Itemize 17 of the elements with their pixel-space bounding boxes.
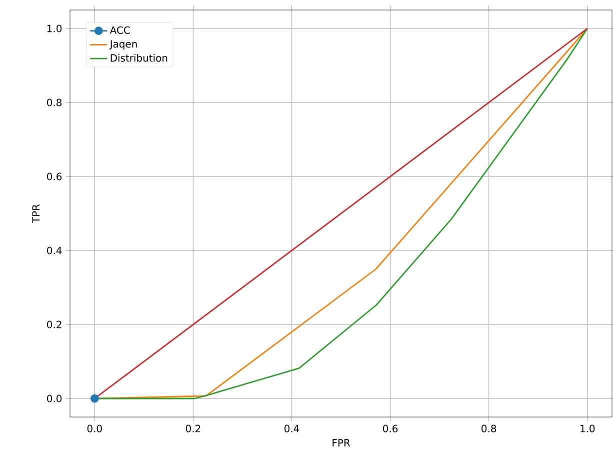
legend-label: Jaqen	[109, 40, 137, 50]
y-tick-label: 0.8	[47, 98, 62, 106]
y-tick-label: 0.2	[47, 320, 62, 328]
x-tick-label: 0.8	[482, 424, 496, 432]
x-axis-title: FPR	[332, 439, 350, 446]
legend-label: ACC	[110, 26, 130, 34]
x-tick-label: 0.6	[383, 424, 398, 432]
y-axis-title: TPR	[32, 204, 40, 224]
y-tick-label: 1.0	[47, 24, 62, 32]
x-tick-label: 0.0	[87, 424, 102, 432]
y-tick-label: 0.6	[47, 172, 62, 180]
legend-label: Distribution	[110, 54, 168, 62]
x-tick-label: 0.2	[186, 424, 200, 432]
y-tick-label: 0.0	[47, 394, 62, 402]
y-tick-label: 0.4	[47, 246, 62, 254]
x-tick-label: 1.0	[580, 424, 595, 432]
x-tick-label: 0.4	[284, 424, 300, 432]
